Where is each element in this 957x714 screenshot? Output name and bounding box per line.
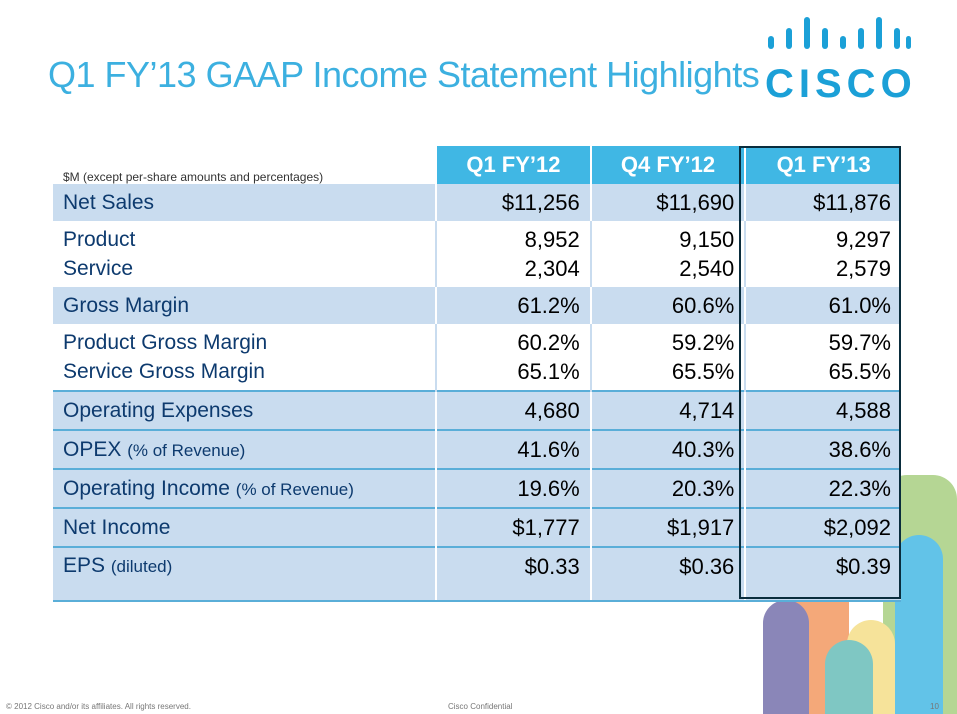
row-label-product: Product: [63, 228, 136, 251]
cell-value: 2,579: [835, 256, 891, 281]
cell-value: $11,876: [744, 184, 901, 221]
cell-value: 65.1%: [517, 359, 580, 384]
cell-value: $0.39: [744, 546, 901, 602]
row-operating-expenses: Operating Expenses 4,680 4,714 4,588: [53, 390, 901, 430]
footer-page-number: 10: [930, 702, 939, 711]
row-operating-income: Operating Income (% of Revenue) 19.6% 20…: [53, 468, 901, 508]
row-label: Net Income: [53, 507, 437, 547]
row-label-product-gross-margin: Product Gross Margin: [63, 331, 268, 354]
cell-value: 40.3%: [589, 429, 746, 469]
column-header-q1-fy12: Q1 FY’12: [435, 146, 591, 184]
units-note: $M (except per-share amounts and percent…: [63, 170, 324, 184]
row-label-qualifier: (% of Revenue): [127, 440, 246, 460]
row-label-qualifier: (diluted): [110, 557, 173, 576]
cell-value-double: 9,150 2,540: [589, 221, 746, 287]
row-label: Operating Expenses: [53, 390, 437, 430]
cell-value: 65.5%: [671, 359, 735, 384]
cell-value: 4,588: [744, 390, 901, 430]
cell-value: 60.2%: [517, 330, 580, 355]
row-net-sales: Net Sales $11,256 $11,690 $11,876: [53, 184, 901, 221]
cell-value: 2,304: [524, 256, 580, 281]
row-label-double: Product Gross Margin Service Gross Margi…: [53, 324, 437, 391]
cell-value: $11,690: [589, 184, 746, 221]
row-product-service-gross-margin: Product Gross Margin Service Gross Margi…: [53, 324, 901, 391]
slide-title: Q1 FY’13 GAAP Income Statement Highlight…: [48, 54, 760, 95]
row-label-opex: OPEX (% of Revenue): [53, 429, 437, 469]
cisco-logo-bars-icon: [768, 17, 911, 49]
row-label-operating-income: Operating Income (% of Revenue): [53, 468, 437, 508]
cell-value: 22.3%: [744, 468, 901, 508]
cell-value: 20.3%: [589, 468, 746, 508]
cell-value: 38.6%: [744, 429, 901, 469]
income-statement-table: $M (except per-share amounts and percent…: [53, 146, 901, 602]
cell-value: 9,150: [679, 227, 735, 252]
cell-value: 2,540: [679, 256, 735, 281]
cisco-logo: CISCO: [765, 14, 912, 106]
cell-value: $1,917: [589, 507, 746, 547]
cell-value-double: 59.2% 65.5%: [589, 324, 746, 391]
row-label: Gross Margin: [53, 287, 437, 324]
cell-value: $2,092: [744, 507, 901, 547]
cell-value-double: 59.7% 65.5%: [744, 324, 901, 391]
cell-value: 59.2%: [671, 330, 735, 355]
row-label: EPS: [63, 554, 106, 577]
row-label-double: Product Service: [53, 221, 437, 287]
cell-value-double: 60.2% 65.1%: [435, 324, 591, 391]
row-label-service-gross-margin: Service Gross Margin: [63, 360, 265, 383]
row-label-eps: EPS (diluted): [53, 546, 437, 602]
cell-value: 19.6%: [435, 468, 591, 508]
row-label: Operating Income: [63, 476, 230, 500]
row-label-qualifier: (% of Revenue): [235, 479, 354, 499]
column-header-q1-fy13: Q1 FY’13: [744, 146, 901, 184]
row-label-service: Service: [63, 257, 134, 280]
cell-value: $0.33: [435, 546, 591, 602]
cell-value: 61.0%: [744, 287, 901, 324]
cell-value: 41.6%: [435, 429, 591, 469]
row-label: OPEX: [63, 437, 122, 461]
cisco-logo-wordmark: CISCO: [765, 62, 917, 106]
row-net-income: Net Income $1,777 $1,917 $2,092: [53, 507, 901, 547]
cell-value-double: 8,952 2,304: [435, 221, 591, 287]
row-opex: OPEX (% of Revenue) 41.6% 40.3% 38.6%: [53, 429, 901, 469]
cell-value-double: 9,297 2,579: [744, 221, 901, 287]
decorative-bars: [755, 470, 957, 714]
cell-value: $0.36: [589, 546, 746, 602]
footer-confidential: Cisco Confidential: [448, 702, 513, 711]
cell-value: 8,952: [524, 227, 580, 252]
cell-value: 60.6%: [589, 287, 746, 324]
column-header-q4-fy12: Q4 FY’12: [589, 146, 746, 184]
cell-value: 4,714: [589, 390, 746, 430]
cell-value: 61.2%: [435, 287, 591, 324]
row-label: Net Sales: [53, 184, 437, 221]
cell-value: 9,297: [835, 227, 891, 252]
cell-value: $1,777: [435, 507, 591, 547]
cell-value: 59.7%: [828, 330, 891, 355]
row-eps: EPS (diluted) $0.33 $0.36 $0.39: [53, 546, 901, 602]
cell-value: 4,680: [435, 390, 591, 430]
row-gross-margin: Gross Margin 61.2% 60.6% 61.0%: [53, 287, 901, 324]
footer-copyright: © 2012 Cisco and/or its affiliates. All …: [6, 702, 191, 711]
cell-value: 65.5%: [828, 359, 891, 384]
cell-value: $11,256: [435, 184, 591, 221]
row-product-service: Product Service 8,952 2,304 9,150 2,540 9,…: [53, 221, 901, 287]
